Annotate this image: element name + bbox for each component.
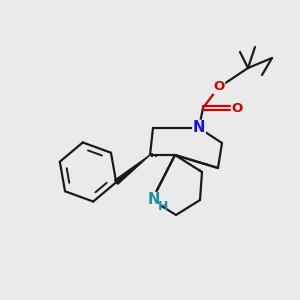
Text: H: H [158, 200, 168, 212]
Text: O: O [213, 80, 225, 94]
Text: N: N [193, 121, 205, 136]
Polygon shape [115, 155, 150, 184]
Text: N: N [148, 193, 160, 208]
Text: O: O [231, 101, 243, 115]
